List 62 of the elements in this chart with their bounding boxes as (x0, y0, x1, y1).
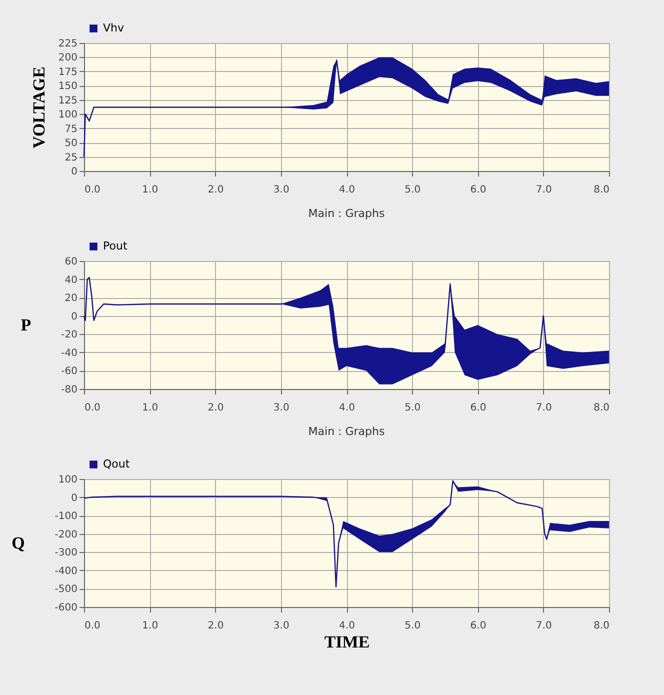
y-tick-label: 50 (64, 138, 78, 150)
legend-label: Pout (103, 240, 128, 252)
x-tick-label: 2.0 (208, 402, 224, 414)
x-tick-label: 8.0 (594, 184, 610, 196)
y-tick-label: 0 (71, 311, 78, 322)
y-tick-label: 225 (58, 38, 78, 50)
y-tick-label: 20 (64, 293, 78, 304)
y-tick-label: 60 (64, 256, 78, 268)
y-tick-label: 125 (58, 95, 78, 106)
y-tick-label: -60 (61, 366, 78, 378)
y-tick-label: -20 (61, 330, 78, 341)
x-tick-label: 3.0 (273, 620, 290, 632)
x-tick-label: 8.0 (594, 402, 610, 414)
x-tick-label: 6.0 (470, 402, 486, 414)
x-tick-label: 7.0 (536, 620, 552, 632)
legend-label: Vhv (103, 22, 124, 34)
x-tick-label: 7.0 (536, 402, 552, 414)
y-axis-title: VOLTAGE (29, 66, 48, 148)
x-tick-label: 1.0 (142, 402, 158, 414)
y-tick-label: 200 (58, 52, 78, 64)
y-tick-label: 100 (58, 110, 78, 121)
y-tick-label: -500 (54, 584, 78, 596)
y-tick-label: 0 (71, 492, 78, 504)
chart-title: Main : Graphs (308, 207, 385, 220)
x-tick-label: 5.0 (404, 402, 421, 414)
x-tick-label: 8.0 (594, 620, 610, 632)
x-tick-label: 1.0 (142, 620, 158, 632)
x-tick-label: 3.0 (273, 184, 290, 196)
y-tick-label: 40 (64, 274, 78, 286)
x-tick-label: 5.0 (404, 620, 421, 632)
x-tick-label: 0.0 (84, 402, 100, 414)
y-axis-title: Q (12, 534, 25, 552)
y-tick-label: -400 (54, 566, 78, 577)
y-tick-label: -200 (54, 529, 78, 540)
x-tick-label: 0.0 (84, 184, 100, 196)
x-tick-label: 0.0 (84, 620, 100, 632)
y-tick-label: 0 (71, 166, 78, 178)
y-tick-label: -600 (54, 602, 78, 614)
x-tick-label: 4.0 (339, 402, 355, 414)
chart-title: Main : Graphs (308, 425, 385, 438)
y-tick-label: -40 (61, 348, 78, 359)
y-tick-label: 100 (58, 474, 78, 486)
x-tick-label: 6.0 (470, 620, 486, 632)
x-tick-label: 7.0 (536, 184, 552, 196)
y-tick-label: -80 (61, 384, 78, 396)
x-tick-label: 4.0 (339, 184, 355, 196)
x-tick-label: 3.0 (273, 402, 290, 414)
y-tick-label: 150 (58, 81, 78, 92)
x-tick-label: 1.0 (142, 184, 158, 196)
y-tick-label: -300 (54, 548, 78, 559)
y-tick-label: 25 (64, 152, 78, 164)
x-tick-label: 2.0 (208, 620, 224, 632)
legend-label: Qout (103, 458, 130, 470)
x-axis-title: TIME (324, 632, 370, 652)
y-axis-title: P (20, 316, 32, 334)
y-tick-label: 175 (58, 66, 78, 78)
x-tick-label: 4.0 (339, 620, 355, 632)
y-tick-label: -100 (54, 511, 78, 522)
x-tick-label: 6.0 (470, 184, 486, 196)
y-tick-label: 75 (64, 124, 78, 135)
x-tick-label: 5.0 (404, 184, 421, 196)
x-tick-label: 2.0 (208, 184, 224, 196)
